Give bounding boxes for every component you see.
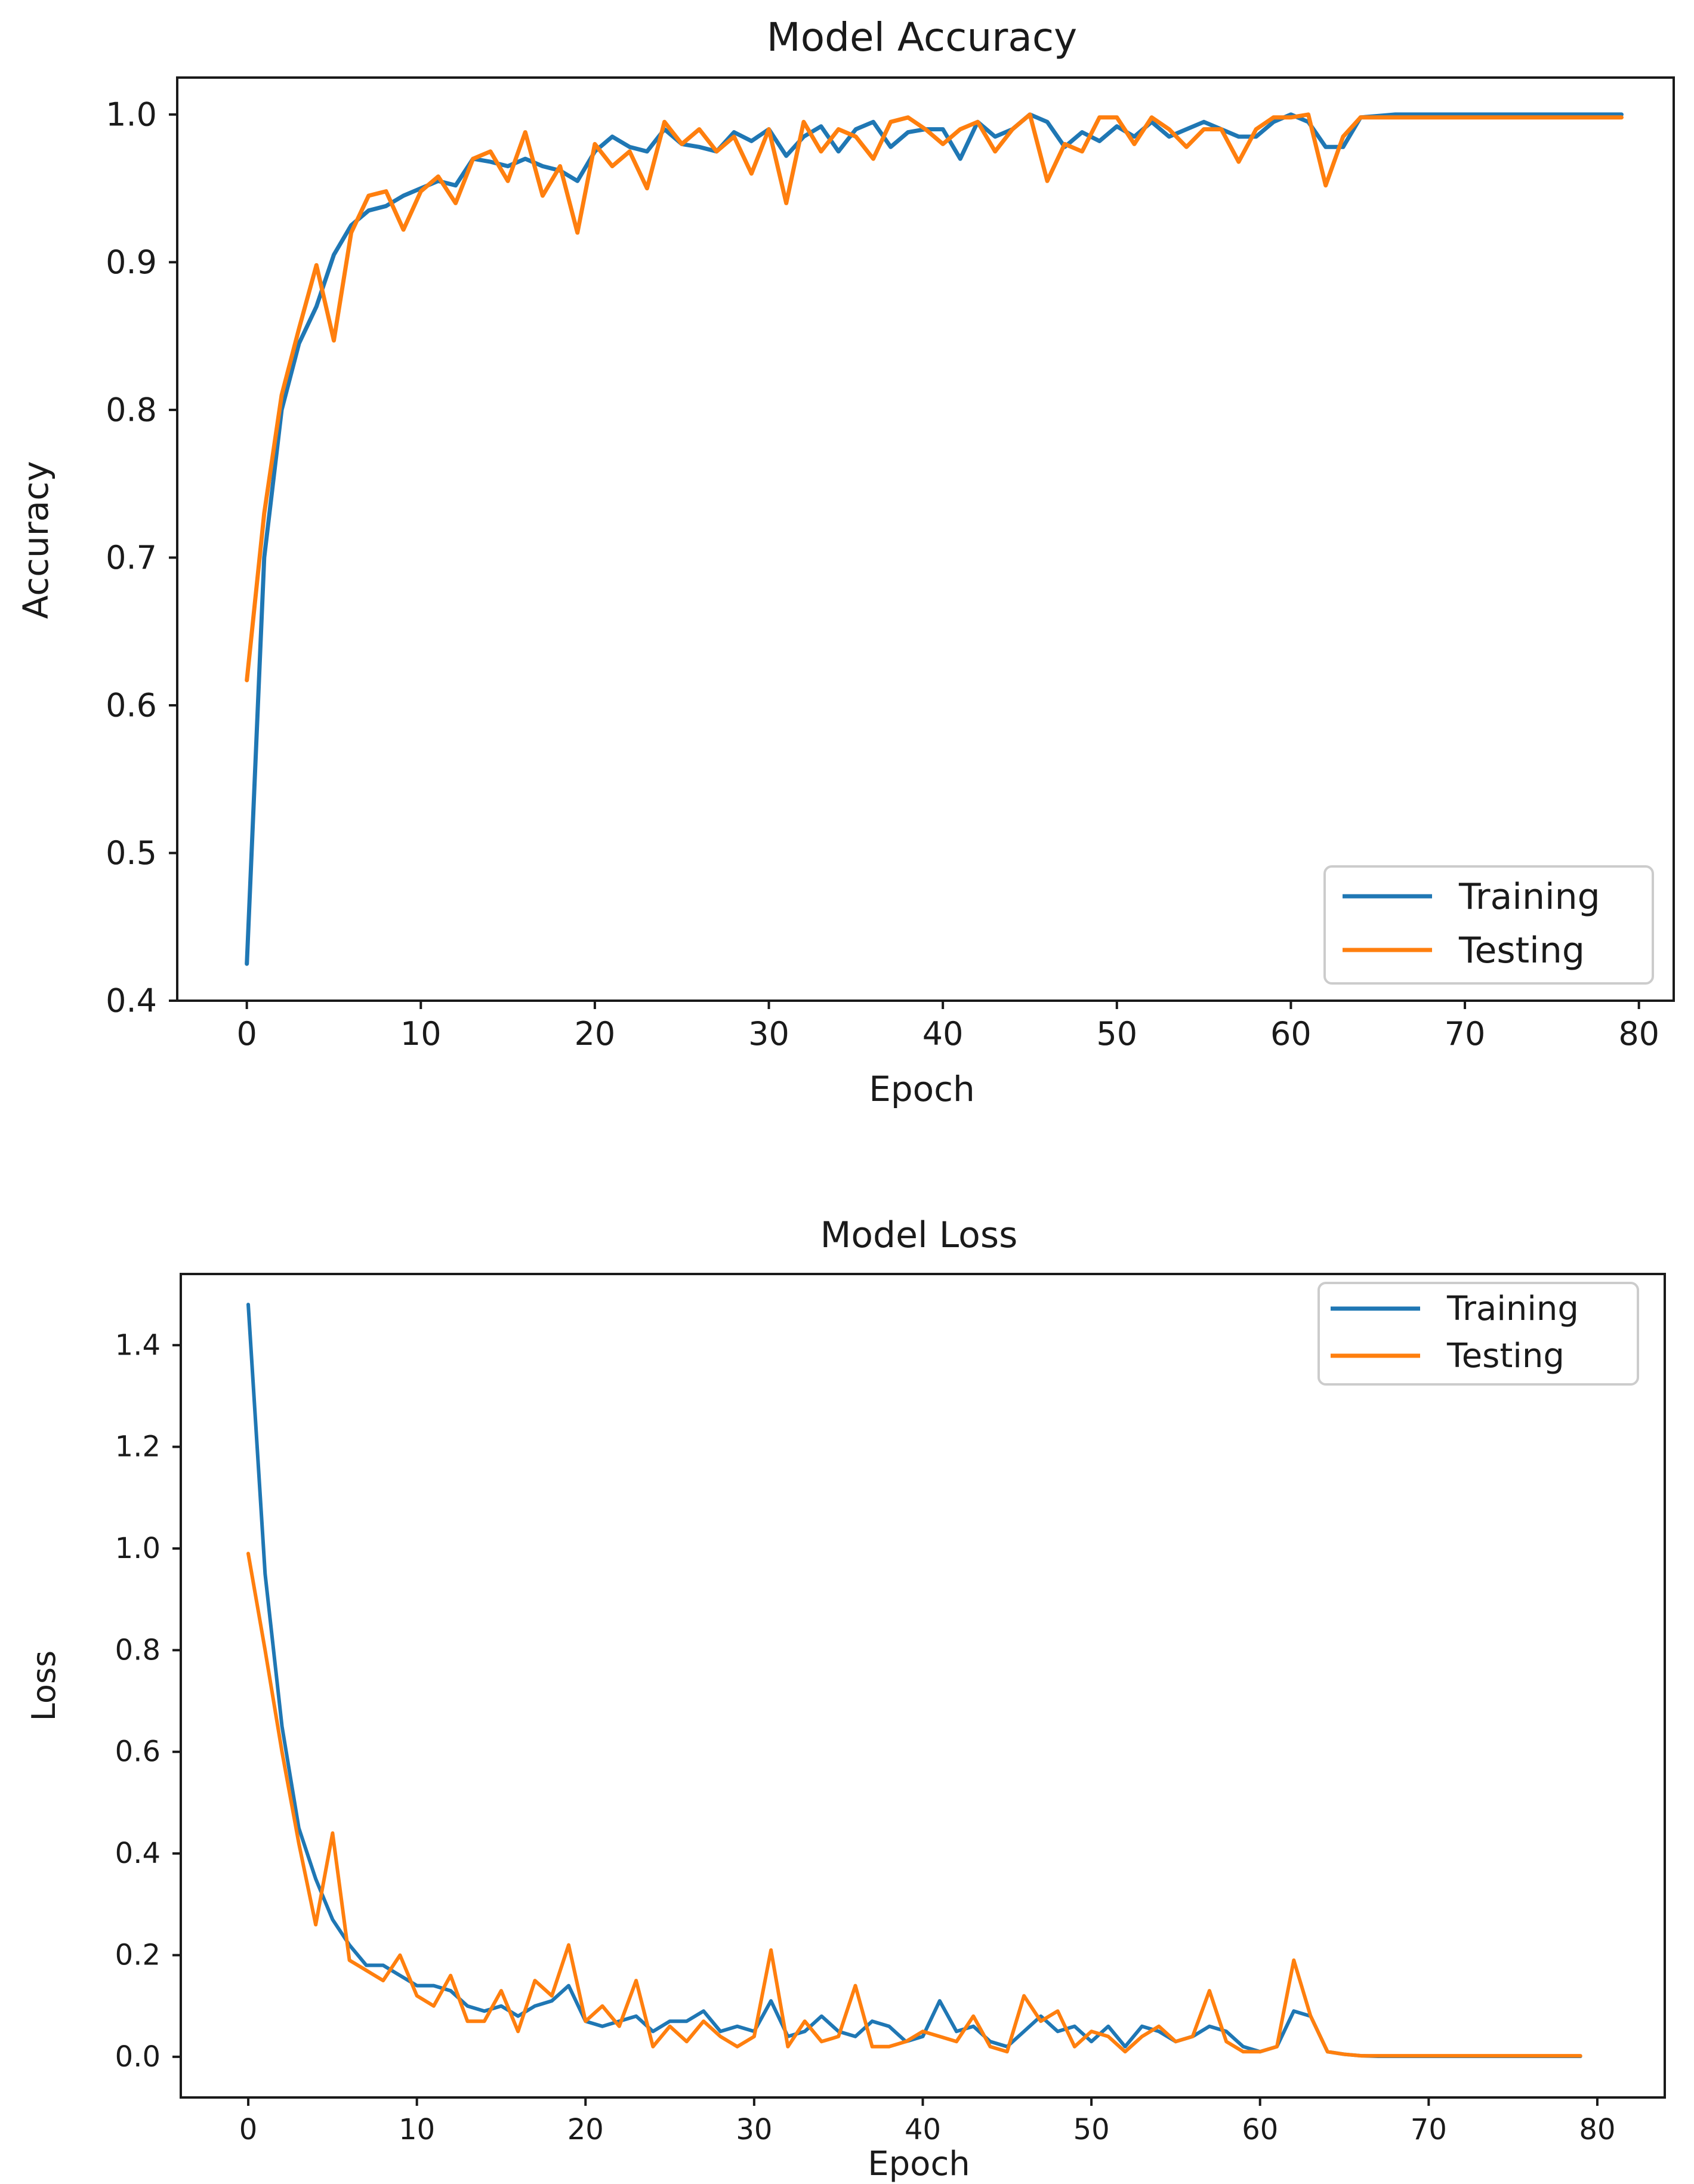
accuracy-y-tick-label: 0.9 (106, 243, 157, 281)
accuracy-x-tick-label: 80 (1618, 1015, 1659, 1053)
loss-x-tick-label: 20 (567, 2113, 604, 2146)
accuracy-x-tick-label: 0 (236, 1015, 257, 1053)
accuracy-lines (245, 112, 1624, 966)
loss-x-ticks: 0 10 20 30 40 50 60 70 80 (239, 2097, 1615, 2146)
loss-plot-frame (180, 1273, 1666, 2099)
accuracy-y-tick-label: 0.7 (106, 539, 157, 576)
loss-y-tick-label: 1.0 (115, 1532, 161, 1565)
loss-training-line (246, 1303, 1582, 2058)
loss-y-ticks: 0.0 0.2 0.4 0.6 0.8 1.0 1.2 1.4 (115, 1328, 181, 2074)
loss-y-tick-label: 1.4 (115, 1328, 161, 1362)
accuracy-y-axis-label: Accuracy (16, 461, 56, 619)
accuracy-x-tick-label: 60 (1270, 1015, 1312, 1053)
accuracy-training-line (245, 112, 1624, 966)
accuracy-x-tick-label: 20 (575, 1015, 616, 1053)
loss-legend-testing-label: Testing (1446, 1337, 1565, 1375)
loss-x-tick-label: 10 (399, 2113, 435, 2146)
loss-y-tick-label: 0.6 (115, 1735, 161, 1769)
accuracy-y-tick-label: 1.0 (106, 95, 157, 133)
loss-y-tick-label: 1.2 (115, 1430, 161, 1464)
accuracy-y-tick-label: 0.8 (106, 391, 157, 428)
accuracy-x-tick-label: 30 (748, 1015, 789, 1053)
accuracy-legend-training-label: Training (1458, 876, 1600, 918)
accuracy-y-ticks: 0.4 0.5 0.6 0.7 0.8 0.9 1.0 (106, 95, 177, 1020)
accuracy-x-tick-label: 40 (922, 1015, 964, 1053)
accuracy-x-ticks: 0 10 20 30 40 50 60 70 80 (236, 1001, 1659, 1053)
loss-x-tick-label: 40 (905, 2113, 941, 2146)
accuracy-x-tick-label: 10 (400, 1015, 442, 1053)
loss-x-axis-label: Epoch (868, 2145, 970, 2183)
accuracy-legend-testing-label: Testing (1458, 930, 1585, 971)
loss-x-tick-label: 30 (736, 2113, 772, 2146)
accuracy-legend: Training Testing (1323, 865, 1654, 985)
accuracy-x-tick-label: 70 (1445, 1015, 1486, 1053)
loss-y-axis-label: Loss (25, 1651, 63, 1721)
loss-legend: Training Testing (1317, 1282, 1639, 1386)
loss-x-tick-label: 70 (1411, 2113, 1447, 2146)
loss-x-tick-label: 80 (1579, 2113, 1615, 2146)
loss-x-tick-label: 50 (1073, 2113, 1110, 2146)
accuracy-chart-title: Model Accuracy (767, 14, 1077, 60)
loss-y-tick-label: 0.0 (115, 2040, 161, 2074)
loss-y-tick-label: 0.2 (115, 1938, 161, 1972)
accuracy-y-tick-label: 0.4 (106, 982, 157, 1020)
accuracy-x-tick-label: 50 (1096, 1015, 1137, 1053)
loss-x-tick-label: 60 (1242, 2113, 1278, 2146)
accuracy-plot-frame (176, 76, 1675, 1002)
loss-x-tick-label: 0 (239, 2113, 258, 2146)
loss-legend-training-label: Training (1446, 1290, 1579, 1328)
loss-lines (246, 1303, 1582, 2058)
loss-chart: Model Loss 0 10 20 30 40 50 60 70 80 0.00.20.40.… (25, 1214, 1666, 2183)
loss-chart-title: Model Loss (820, 1214, 1018, 1256)
accuracy-x-axis-label: Epoch (869, 1069, 975, 1109)
accuracy-testing-line (245, 112, 1624, 683)
loss-testing-line (246, 1551, 1582, 2058)
accuracy-y-tick-label: 0.5 (106, 834, 157, 872)
loss-y-tick-label: 0.4 (115, 1837, 161, 1870)
loss-y-tick-label: 0.8 (115, 1633, 161, 1667)
accuracy-y-tick-label: 0.6 (106, 686, 157, 724)
accuracy-chart: Model Accuracy 0 10 20 30 40 50 60 70 80 0.40.50… (16, 14, 1675, 1109)
